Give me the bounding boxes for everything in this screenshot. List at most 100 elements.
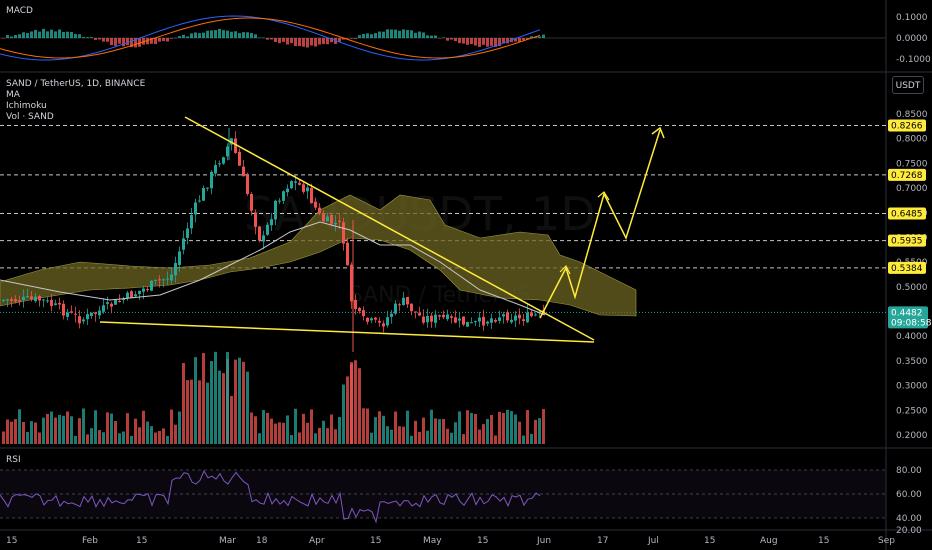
volume-bar [158, 430, 161, 444]
volume-bar [386, 426, 389, 444]
volume-bar [22, 421, 25, 444]
candle-body [454, 317, 457, 323]
macd-label[interactable]: MACD [6, 6, 33, 16]
trendline-drawings[interactable] [99, 116, 665, 343]
candle-body [126, 292, 129, 299]
volume-bar [494, 435, 497, 444]
rsi-tick-label: 20.00 [896, 526, 922, 536]
candle-body [90, 312, 93, 316]
volume-bar [530, 433, 533, 444]
macd-histogram-bar [134, 38, 137, 48]
candle-body [250, 194, 253, 211]
candle-body [198, 200, 201, 202]
volume-bar [306, 422, 309, 444]
time-tick-label: 15 [704, 536, 715, 546]
volume-bar [34, 422, 37, 444]
volume-bar [518, 421, 521, 444]
volume-bar [454, 422, 457, 444]
macd-tick-label: 0.0000 [896, 34, 928, 44]
volume-bar [398, 426, 401, 444]
volume-bar [422, 417, 425, 444]
candle-body [218, 163, 221, 165]
ichimoku-cloud [0, 194, 637, 317]
macd-histogram-bar [182, 34, 185, 38]
macd-histogram-bar [138, 38, 141, 47]
volume-bar [150, 426, 153, 444]
volume-bar [206, 382, 209, 444]
macd-histogram-bar [306, 38, 309, 48]
symbol-title[interactable]: SAND / TetherUS, 1D, BINANCE [6, 79, 146, 89]
volume-bar [202, 353, 205, 444]
candles[interactable] [2, 128, 545, 352]
macd-histogram-bar [130, 38, 133, 48]
volume-bar [330, 414, 333, 444]
candle-body [326, 216, 329, 222]
indicator-ichimoku[interactable]: Ichimoku [6, 101, 47, 111]
volume-bar [458, 411, 461, 444]
candle-body [274, 200, 277, 220]
macd-histogram-bar [10, 36, 13, 38]
candle-body [346, 242, 349, 266]
rsi-tick-label: 80.00 [896, 466, 922, 476]
candle-body [238, 151, 241, 166]
candle-body [142, 288, 145, 292]
macd-histogram-bar [230, 31, 233, 38]
macd-histogram-bar [178, 36, 181, 38]
candle-body [534, 314, 537, 316]
macd-histogram-bar [94, 38, 97, 40]
macd-histogram-bar [298, 38, 301, 47]
volume-bar [294, 408, 297, 444]
volume-bar [270, 418, 273, 444]
indicator-ma[interactable]: MA [6, 90, 20, 100]
volume-bar [154, 432, 157, 444]
volume-bar [58, 414, 61, 444]
macd-histogram-bar [174, 37, 177, 39]
currency-button[interactable]: USDT [892, 76, 924, 94]
time-tick-label: Feb [82, 536, 98, 546]
macd-histogram-bar [506, 38, 509, 44]
volume-bar [438, 419, 441, 444]
macd-histogram-bar [126, 38, 129, 46]
macd-histogram-bar [218, 28, 221, 38]
volume-bar [298, 432, 301, 444]
macd-histogram-bar [78, 34, 81, 38]
macd-histogram-bar [202, 32, 205, 38]
volume-bar [478, 429, 481, 444]
volume-bar [186, 380, 189, 444]
candle-body [462, 316, 465, 325]
arrow-head [651, 126, 665, 139]
time-axis[interactable]: 15 Feb 15 Mar 18 Apr 15 May 15 Jun 17 Jul 15 Aug 15 Sep [6, 536, 895, 546]
volume-bar [350, 362, 353, 444]
volume-bar [198, 380, 201, 444]
macd-histogram-bar [442, 37, 445, 38]
candle-body [22, 296, 25, 300]
macd-histogram-bar [114, 38, 117, 46]
rsi-label[interactable]: RSI [6, 455, 21, 465]
volume-bar [110, 413, 113, 444]
candle-body [506, 312, 509, 321]
macd-histogram-bar [254, 34, 257, 38]
volume-bar [66, 411, 69, 444]
candle-body [382, 323, 385, 327]
candle-body [334, 222, 337, 225]
candle-body [338, 220, 341, 222]
indicator-volume[interactable]: Vol · SAND [6, 112, 54, 122]
volume-bar [534, 419, 537, 444]
candle-body [314, 201, 317, 208]
countdown-label: 09:08:58 [891, 318, 932, 328]
macd-histogram-bar [530, 36, 533, 38]
volume-bar [194, 357, 197, 444]
macd-histogram-bar [450, 38, 453, 40]
time-tick-label: 15 [477, 536, 488, 546]
volume-bar [174, 424, 177, 444]
candle-body [2, 299, 5, 301]
macd-histogram-bar [462, 38, 465, 44]
macd-histogram-bar [350, 38, 353, 39]
macd-histogram-bar [378, 31, 381, 38]
macd-histogram-bar [30, 31, 33, 38]
macd-histogram-bar [74, 34, 77, 38]
candle-body [394, 303, 397, 314]
volume-bar [506, 409, 509, 444]
volume-bar [106, 412, 109, 444]
